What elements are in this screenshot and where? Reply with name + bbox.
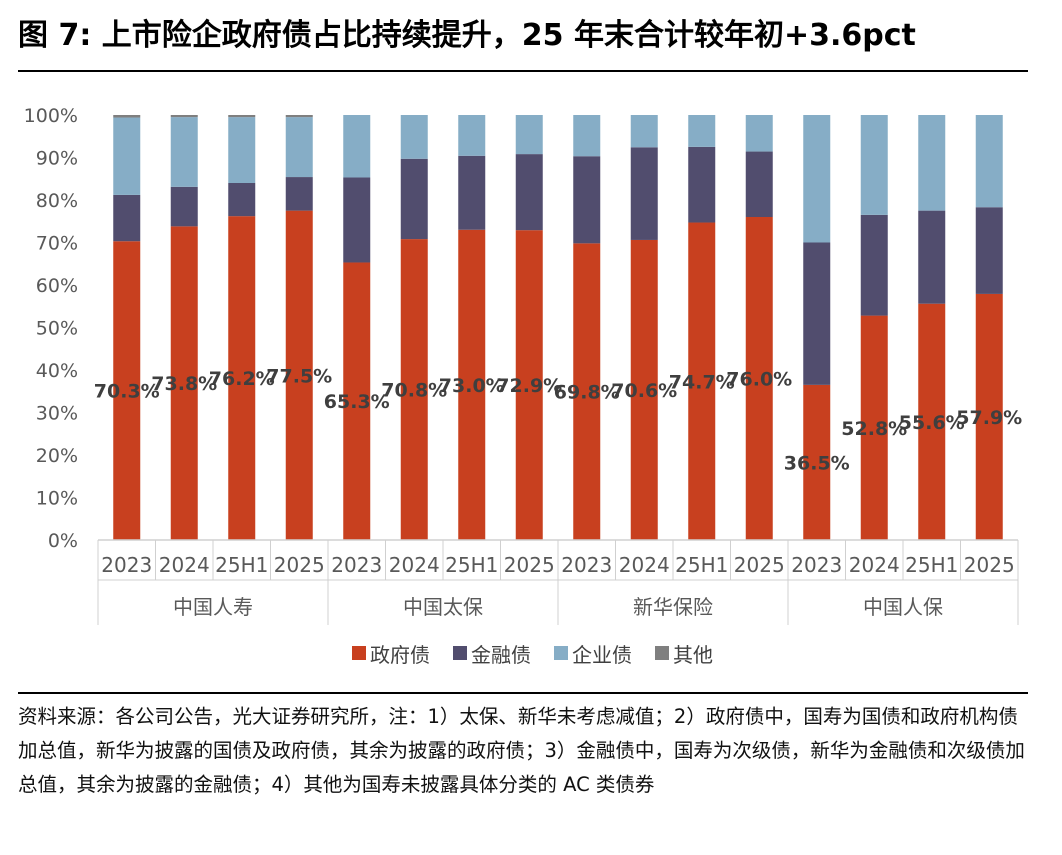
bar-segment — [286, 117, 313, 177]
source-divider — [18, 692, 1028, 694]
legend-swatch — [352, 646, 366, 660]
x-group-label: 中国太保 — [403, 595, 483, 619]
bar-segment — [401, 159, 428, 239]
stacked-bar-chart: 0%10%20%30%40%50%60%70%80%90%100%70.3%73… — [0, 80, 1062, 692]
data-label: 36.5% — [784, 452, 850, 474]
legend-swatch — [655, 646, 669, 660]
x-tick-label: 25H1 — [445, 553, 498, 577]
data-label: 74.7% — [669, 371, 735, 393]
bar-segment — [861, 115, 888, 215]
legend-label: 企业债 — [572, 643, 632, 667]
bar-segment — [171, 117, 198, 187]
bar-segment — [516, 115, 543, 154]
x-tick-label: 2025 — [504, 553, 555, 577]
bar-segment — [228, 183, 255, 216]
bar-segment — [343, 115, 370, 177]
y-tick-label: 20% — [36, 445, 78, 467]
data-label: 52.8% — [841, 418, 907, 440]
bar-segment — [976, 207, 1003, 294]
data-label: 70.3% — [94, 381, 160, 403]
bar-segment — [401, 115, 428, 159]
x-tick-label: 2023 — [331, 553, 382, 577]
legend-label: 政府债 — [370, 643, 430, 667]
data-label: 76.0% — [726, 369, 792, 391]
x-group-label: 新华保险 — [633, 595, 713, 619]
bar-segment — [573, 115, 600, 156]
bar-segment — [516, 154, 543, 230]
x-group-label: 中国人寿 — [173, 595, 253, 619]
data-label: 72.9% — [496, 375, 562, 397]
bar-segment — [113, 195, 140, 241]
legend-label: 金融债 — [471, 643, 531, 667]
bar-segment — [171, 115, 198, 117]
y-tick-label: 80% — [36, 190, 78, 212]
source-note: 资料来源：各公司公告，光大证券研究所，注：1）太保、新华未考虑减值；2）政府债中… — [18, 700, 1033, 802]
bar-segment — [343, 177, 370, 262]
bar-segment — [918, 115, 945, 211]
y-tick-label: 70% — [36, 233, 78, 255]
data-label: 77.5% — [266, 365, 332, 387]
data-label: 73.0% — [439, 375, 505, 397]
bar-segment — [746, 152, 773, 217]
x-tick-label: 2024 — [159, 553, 210, 577]
x-tick-label: 2025 — [734, 553, 785, 577]
data-label: 57.9% — [956, 407, 1022, 429]
x-tick-label: 2025 — [964, 553, 1015, 577]
bar-segment — [286, 115, 313, 117]
bar-segment — [458, 115, 485, 156]
bar-segment — [803, 115, 830, 243]
data-label: 65.3% — [324, 391, 390, 413]
y-tick-label: 100% — [24, 105, 78, 127]
legend-label: 其他 — [673, 643, 713, 667]
x-tick-label: 2024 — [389, 553, 440, 577]
y-tick-label: 30% — [36, 403, 78, 425]
x-tick-label: 25H1 — [905, 553, 958, 577]
x-tick-label: 2023 — [561, 553, 612, 577]
bar-segment — [228, 115, 255, 117]
legend-swatch — [453, 646, 467, 660]
bar-segment — [688, 115, 715, 147]
data-label: 69.8% — [554, 382, 620, 404]
x-tick-label: 25H1 — [215, 553, 268, 577]
bar-segment — [688, 147, 715, 223]
x-tick-label: 2023 — [791, 553, 842, 577]
data-label: 70.8% — [381, 380, 447, 402]
x-group-label: 中国人保 — [863, 595, 943, 619]
x-tick-label: 25H1 — [675, 553, 728, 577]
chart-title: 图 7: 上市险企政府债占比持续提升，25 年末合计较年初+3.6pct — [18, 14, 1048, 58]
y-tick-label: 40% — [36, 360, 78, 382]
bar-segment — [861, 215, 888, 316]
data-label: 70.6% — [611, 380, 677, 402]
y-tick-label: 50% — [36, 318, 78, 340]
bar-segment — [746, 115, 773, 152]
x-tick-label: 2023 — [101, 553, 152, 577]
y-tick-label: 90% — [36, 148, 78, 170]
x-tick-label: 2024 — [849, 553, 900, 577]
data-label: 55.6% — [899, 412, 965, 434]
legend-swatch — [554, 646, 568, 660]
bar-segment — [113, 115, 140, 118]
bar-segment — [631, 147, 658, 240]
bar-segment — [286, 177, 313, 211]
bar-segment — [458, 156, 485, 230]
y-tick-label: 60% — [36, 275, 78, 297]
title-divider — [18, 70, 1028, 72]
x-tick-label: 2025 — [274, 553, 325, 577]
y-tick-label: 10% — [36, 488, 78, 510]
bar-segment — [113, 118, 140, 195]
bar-segment — [976, 115, 1003, 207]
bar-segment — [228, 117, 255, 183]
bar-segment — [171, 187, 198, 227]
bar-segment — [918, 211, 945, 304]
bar-segment — [573, 156, 600, 243]
y-tick-label: 0% — [48, 530, 78, 552]
bar-segment — [803, 243, 830, 385]
data-label: 76.2% — [209, 368, 275, 390]
data-label: 73.8% — [151, 373, 217, 395]
bar-segment — [631, 115, 658, 147]
x-tick-label: 2024 — [619, 553, 670, 577]
